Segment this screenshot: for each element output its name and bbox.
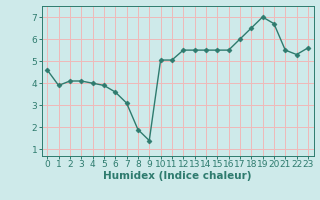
X-axis label: Humidex (Indice chaleur): Humidex (Indice chaleur) [103,171,252,181]
